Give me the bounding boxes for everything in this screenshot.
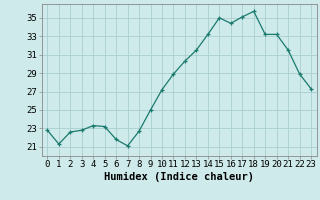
X-axis label: Humidex (Indice chaleur): Humidex (Indice chaleur) <box>104 172 254 182</box>
